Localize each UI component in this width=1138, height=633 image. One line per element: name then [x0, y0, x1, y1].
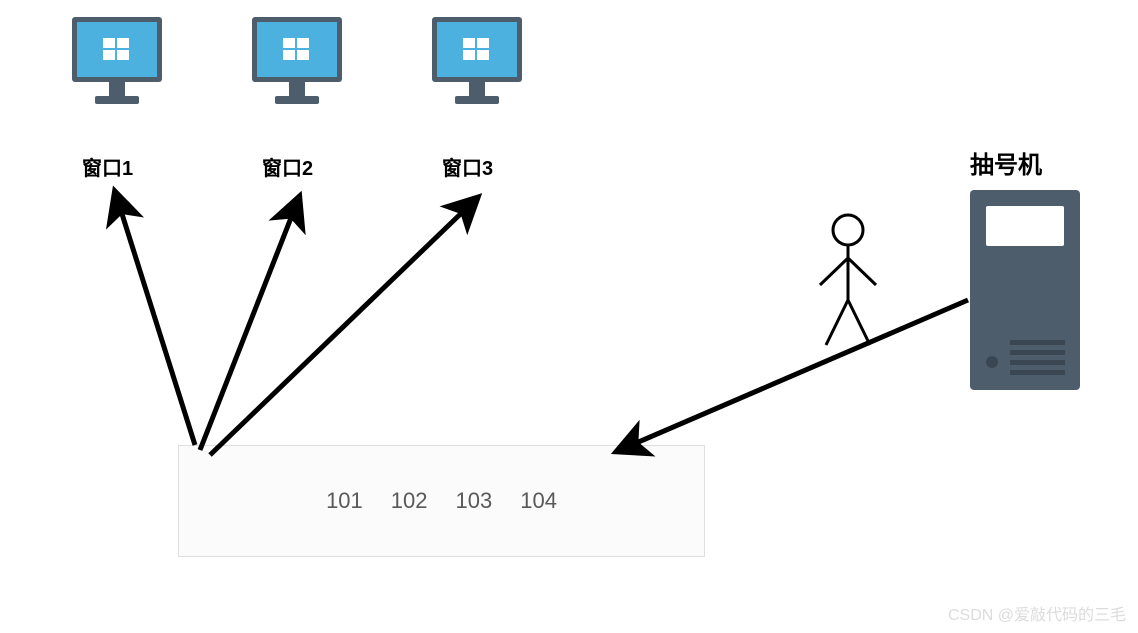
queue-number: 102 [391, 488, 428, 514]
watermark: CSDN @爱敲代码的三毛 [948, 601, 1126, 625]
monitor-2 [247, 12, 347, 122]
ticket-machine-icon [970, 190, 1080, 390]
arrow-to-window3 [210, 200, 475, 455]
queue-box: 101 102 103 104 [178, 445, 705, 557]
arrow-to-window1 [116, 195, 195, 445]
monitor-icon [427, 12, 527, 122]
monitor-1 [67, 12, 167, 122]
arrow-from-machine [620, 300, 968, 450]
queue-number: 104 [520, 488, 557, 514]
monitor-3 [427, 12, 527, 122]
queue-number: 103 [456, 488, 493, 514]
queue-number: 101 [326, 488, 363, 514]
window-label-2: 窗口2 [262, 152, 313, 181]
window-label-1: 窗口1 [82, 152, 133, 181]
arrow-to-window2 [200, 200, 298, 450]
monitor-icon [67, 12, 167, 122]
window-label-3: 窗口3 [442, 152, 493, 181]
monitor-icon [247, 12, 347, 122]
ticket-machine [970, 190, 1080, 390]
person-icon [820, 215, 876, 345]
ticket-machine-label: 抽号机 [970, 145, 1042, 180]
